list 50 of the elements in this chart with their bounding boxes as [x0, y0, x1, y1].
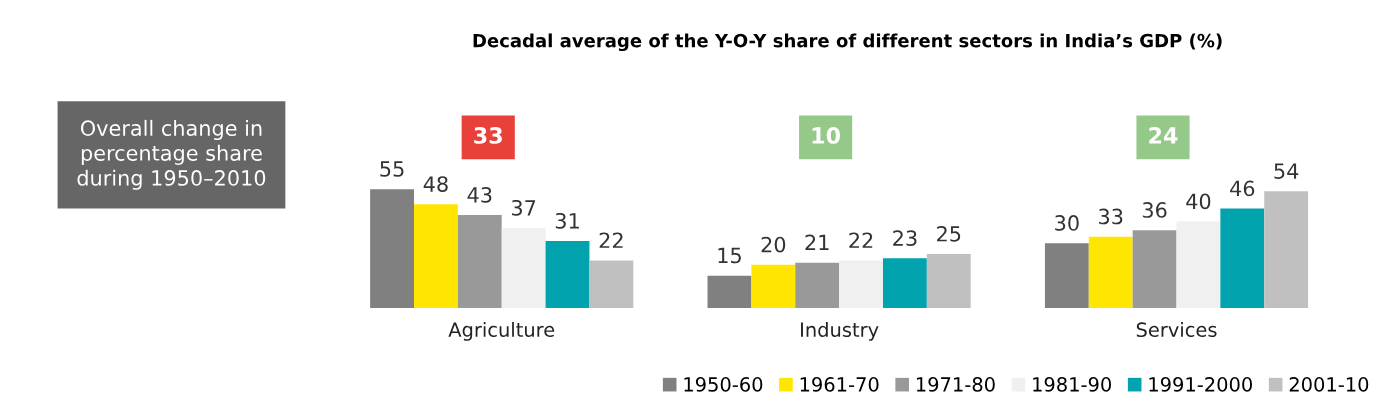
data-label: 54 — [1274, 163, 1299, 179]
x-tick-label: Services — [1136, 321, 1217, 338]
bar — [882, 258, 927, 309]
data-label: 21 — [805, 234, 829, 251]
text: Overall change in percentage share during 1950–2010 — [77, 119, 266, 190]
data-label: 43 — [467, 186, 492, 203]
legend-label: 1981-90 — [1033, 377, 1112, 392]
bar — [589, 260, 634, 309]
x-tick-label: Agriculture — [448, 321, 555, 341]
legend-label: 1961-70 — [800, 377, 879, 392]
bar — [457, 215, 502, 309]
text: 33 — [474, 127, 502, 144]
data-label: 15 — [718, 247, 741, 264]
data-label: 46 — [1230, 180, 1255, 197]
data-label: 36 — [1142, 202, 1167, 218]
bar — [1264, 191, 1309, 309]
bar — [414, 204, 458, 309]
data-label: 30 — [1055, 215, 1079, 231]
legend-label: 1971-80 — [916, 377, 995, 392]
bar — [1176, 221, 1221, 309]
bar — [1220, 208, 1265, 309]
bar — [1044, 243, 1089, 309]
bar — [707, 275, 752, 309]
data-label: 20 — [761, 236, 786, 253]
bar — [545, 241, 590, 309]
data-label: 33 — [1099, 208, 1123, 225]
bar — [501, 228, 546, 309]
bar — [1132, 230, 1177, 309]
data-label: 37 — [511, 199, 536, 216]
legend-label: 1991-2000 — [1149, 377, 1252, 392]
bar — [795, 262, 840, 309]
data-label: 48 — [423, 176, 448, 192]
data-label: 25 — [937, 225, 961, 242]
data-label: 55 — [380, 161, 404, 177]
chart-title: Decadal average of the Y-O-Y share of different sectors in India’s GDP (%) — [473, 33, 1222, 52]
data-label: 22 — [599, 232, 623, 248]
data-label: 23 — [893, 230, 917, 246]
text: 24 — [1149, 127, 1178, 144]
bar — [370, 189, 414, 309]
legend-label: 2001-10 — [1289, 377, 1369, 392]
data-label: 22 — [849, 232, 873, 248]
bar — [751, 264, 796, 309]
x-tick-label: Industry — [801, 321, 879, 341]
bar — [926, 254, 971, 309]
bar — [839, 260, 883, 309]
data-label: 31 — [555, 212, 579, 229]
text: 10 — [812, 127, 841, 144]
bar — [1088, 236, 1133, 309]
data-label: 40 — [1186, 193, 1211, 210]
legend-label: 1950-60 — [684, 377, 763, 392]
